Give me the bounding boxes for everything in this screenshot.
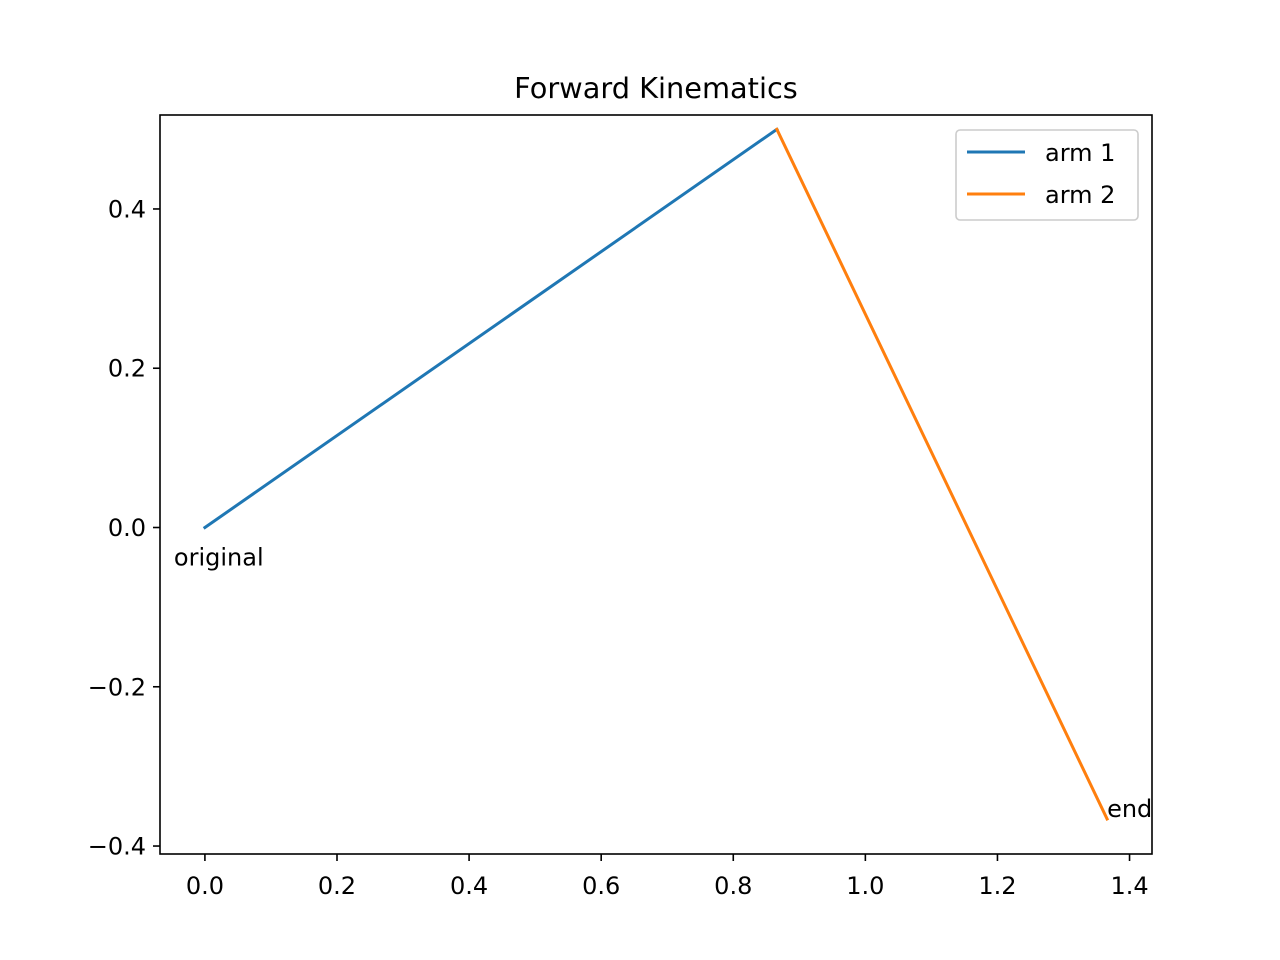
- x-tick-label: 0.4: [450, 872, 488, 900]
- y-tick-label: 0.4: [108, 195, 146, 223]
- x-tick-label: 0.0: [186, 872, 224, 900]
- annotation-original: original: [174, 544, 264, 572]
- legend: arm 1 arm 2: [955, 129, 1139, 221]
- legend-label-1: arm 1: [1045, 139, 1115, 167]
- y-tick-label: 0.2: [108, 355, 146, 383]
- x-tick-label: 1.0: [846, 872, 884, 900]
- series-line-2: [774, 127, 1110, 821]
- plot-frame: [159, 114, 1153, 855]
- annotation-layer: original end: [174, 544, 1152, 823]
- x-tick-label: 1.4: [1110, 872, 1148, 900]
- annotation-end: end: [1107, 795, 1152, 823]
- series-layer: [202, 127, 1110, 821]
- y-tick-label: 0.0: [108, 514, 146, 542]
- chart-title: Forward Kinematics: [514, 71, 798, 105]
- y-axis-ticks: −0.4 −0.2 0.0 0.2 0.4: [88, 195, 160, 861]
- series-line-1: [202, 127, 779, 530]
- x-tick-label: 0.6: [582, 872, 620, 900]
- x-tick-label: 0.2: [318, 872, 356, 900]
- legend-label-2: arm 2: [1045, 181, 1115, 209]
- y-tick-label: −0.2: [88, 673, 146, 701]
- x-axis-ticks: 0.0 0.2 0.4 0.6 0.8 1.0 1.2 1.4: [186, 854, 1149, 900]
- x-tick-label: 1.2: [978, 872, 1016, 900]
- x-tick-label: 0.8: [714, 872, 752, 900]
- y-tick-label: −0.4: [88, 833, 146, 861]
